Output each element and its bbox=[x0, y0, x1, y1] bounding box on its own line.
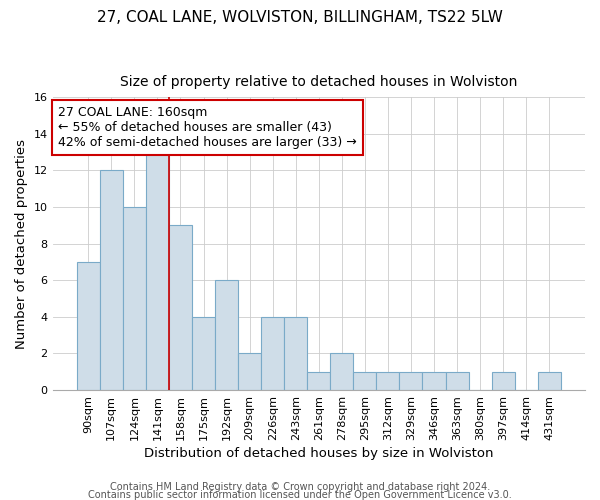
Bar bbox=[77, 262, 100, 390]
Bar bbox=[538, 372, 561, 390]
Bar bbox=[284, 317, 307, 390]
Text: 27 COAL LANE: 160sqm
← 55% of detached houses are smaller (43)
42% of semi-detac: 27 COAL LANE: 160sqm ← 55% of detached h… bbox=[58, 106, 356, 149]
X-axis label: Distribution of detached houses by size in Wolviston: Distribution of detached houses by size … bbox=[144, 447, 494, 460]
Text: Contains public sector information licensed under the Open Government Licence v3: Contains public sector information licen… bbox=[88, 490, 512, 500]
Bar bbox=[353, 372, 376, 390]
Bar bbox=[446, 372, 469, 390]
Text: 27, COAL LANE, WOLVISTON, BILLINGHAM, TS22 5LW: 27, COAL LANE, WOLVISTON, BILLINGHAM, TS… bbox=[97, 10, 503, 25]
Bar bbox=[491, 372, 515, 390]
Bar bbox=[192, 317, 215, 390]
Bar bbox=[215, 280, 238, 390]
Title: Size of property relative to detached houses in Wolviston: Size of property relative to detached ho… bbox=[120, 75, 517, 89]
Bar bbox=[238, 354, 261, 390]
Bar bbox=[330, 354, 353, 390]
Text: Contains HM Land Registry data © Crown copyright and database right 2024.: Contains HM Land Registry data © Crown c… bbox=[110, 482, 490, 492]
Bar bbox=[100, 170, 123, 390]
Bar bbox=[123, 207, 146, 390]
Bar bbox=[307, 372, 330, 390]
Bar bbox=[422, 372, 446, 390]
Bar bbox=[146, 152, 169, 390]
Bar bbox=[400, 372, 422, 390]
Bar bbox=[376, 372, 400, 390]
Y-axis label: Number of detached properties: Number of detached properties bbox=[15, 138, 28, 348]
Bar bbox=[261, 317, 284, 390]
Bar bbox=[169, 226, 192, 390]
